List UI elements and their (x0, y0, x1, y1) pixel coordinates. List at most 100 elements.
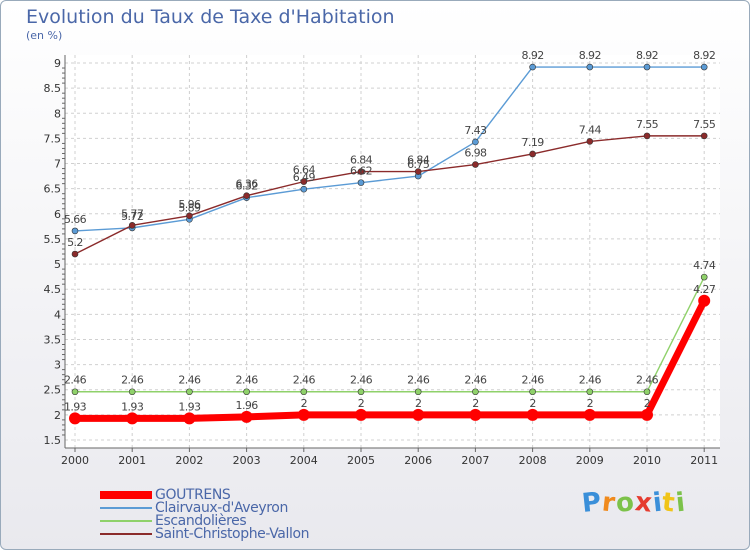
data-point (472, 388, 479, 396)
data-point (71, 388, 79, 396)
data-label: 6.84 (407, 154, 430, 167)
data-point (357, 179, 365, 186)
data-label: 4.27 (693, 283, 716, 296)
data-point (472, 138, 479, 146)
y-tick-label: 2.5 (44, 384, 62, 397)
data-label: 2 (301, 397, 307, 410)
data-label: 5.72 (121, 210, 143, 223)
series-line-Escandolières (75, 276, 705, 393)
data-label: 2.46 (121, 374, 144, 387)
x-tick-label: 2011 (690, 454, 718, 467)
data-point (700, 63, 708, 71)
data-label: 1.93 (64, 400, 87, 413)
data-label: 5.66 (64, 213, 87, 226)
data-point (186, 212, 193, 220)
data-point (529, 388, 536, 396)
data-point (700, 132, 708, 140)
data-label: 2.46 (464, 374, 487, 387)
data-label: 2.46 (293, 374, 316, 387)
x-tick-label: 2004 (290, 454, 318, 467)
data-point (300, 388, 308, 396)
data-point (583, 408, 596, 421)
y-tick-label: 5.5 (44, 233, 62, 246)
data-label: 2 (358, 397, 364, 410)
data-label: 2 (587, 397, 593, 410)
series-line-Saint-Christophe-Vallon (74, 135, 705, 255)
data-point (698, 294, 711, 307)
data-label: 2.46 (236, 374, 259, 387)
data-point (641, 408, 653, 421)
data-point (643, 388, 651, 396)
data-label: 8.92 (522, 49, 544, 62)
proxiti-logo: Proxiti (580, 487, 688, 519)
data-point (529, 63, 536, 71)
data-label: 7.55 (693, 118, 716, 131)
data-label: 8.92 (636, 49, 658, 62)
data-label: 6.64 (293, 164, 316, 177)
data-label: 2.46 (522, 374, 545, 387)
data-point (357, 388, 365, 396)
series-line-Clairvaux-d'Aveyron (74, 66, 705, 232)
series-line-GOUTRENS (75, 299, 708, 422)
data-point (643, 132, 651, 140)
logo-letter: i (674, 487, 688, 519)
y-tick-label: 1.5 (44, 434, 62, 447)
data-point (472, 161, 479, 168)
data-point (414, 388, 422, 396)
legend-label: Clairvaux-d'Aveyron (155, 500, 288, 516)
y-tick-label: 4.5 (44, 283, 62, 296)
data-point (297, 408, 310, 421)
data-label: 6.75 (407, 158, 430, 171)
data-label: 2 (472, 397, 478, 410)
data-point (243, 192, 250, 200)
data-point (414, 168, 422, 175)
data-label: 2.46 (636, 374, 659, 387)
x-tick-label: 2007 (461, 454, 489, 467)
x-tick-label: 2009 (576, 454, 604, 467)
data-label: 2.46 (350, 374, 373, 387)
x-tick-label: 2008 (519, 454, 547, 467)
data-point (529, 150, 536, 158)
data-label: 6.49 (293, 171, 316, 184)
y-tick-label: 3 (54, 359, 61, 372)
data-point (128, 222, 136, 229)
data-label: 2 (644, 397, 650, 410)
legend-label: Saint-Christophe-Vallon (155, 526, 310, 542)
data-point (586, 63, 594, 71)
x-tick-label: 2005 (347, 454, 375, 467)
y-tick-label: 8.5 (44, 82, 62, 95)
data-label: 2 (529, 397, 535, 410)
legend-swatch (100, 491, 152, 499)
x-tick-label: 2010 (633, 454, 661, 467)
data-label: 2.46 (579, 374, 602, 387)
data-point (526, 408, 539, 421)
x-tick-label: 2000 (61, 454, 89, 467)
data-point (700, 273, 708, 281)
data-label: 5.77 (121, 207, 144, 220)
data-label: 2.46 (64, 374, 87, 387)
data-label: 1.93 (121, 400, 144, 413)
data-label: 8.92 (693, 49, 715, 62)
data-label: 7.19 (522, 136, 545, 149)
y-tick-label: 5 (54, 258, 61, 271)
y-tick-label: 4 (54, 308, 61, 321)
data-point (300, 185, 308, 193)
legend-swatch (100, 520, 152, 522)
plot-area (65, 55, 720, 448)
data-point (243, 388, 250, 396)
data-label: 2.46 (178, 374, 201, 387)
data-point (469, 408, 482, 421)
data-point (586, 388, 594, 396)
y-tick-label: 8 (54, 107, 61, 120)
chart-subtitle: (en %) (26, 29, 63, 42)
y-tick-label: 9 (54, 57, 61, 70)
data-point (643, 63, 651, 71)
data-label: 8.92 (579, 49, 601, 62)
x-tick-label: 2006 (404, 454, 432, 467)
legend-swatch (100, 533, 152, 535)
legend-label: GOUTRENS (155, 487, 231, 503)
data-point (240, 410, 253, 423)
data-label: 6.62 (350, 165, 372, 178)
data-label: 2.46 (407, 374, 430, 387)
